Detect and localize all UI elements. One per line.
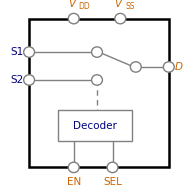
Circle shape	[115, 13, 126, 24]
Text: V: V	[68, 0, 75, 9]
Text: Decoder: Decoder	[73, 121, 117, 131]
Circle shape	[130, 62, 141, 72]
Text: D: D	[175, 62, 183, 72]
Text: S2: S2	[10, 75, 23, 85]
Circle shape	[24, 47, 35, 57]
Circle shape	[107, 162, 118, 173]
Circle shape	[163, 62, 174, 72]
Circle shape	[68, 13, 79, 24]
Text: V: V	[114, 0, 122, 9]
Circle shape	[68, 162, 79, 173]
Text: SEL: SEL	[103, 177, 122, 186]
Circle shape	[92, 75, 102, 85]
Circle shape	[92, 47, 102, 57]
Text: SS: SS	[125, 2, 135, 11]
Text: EN: EN	[67, 177, 81, 186]
Text: DD: DD	[79, 2, 90, 11]
Bar	[29, 19, 169, 167]
Circle shape	[24, 75, 35, 85]
Text: S1: S1	[10, 47, 23, 57]
Bar	[58, 110, 132, 141]
